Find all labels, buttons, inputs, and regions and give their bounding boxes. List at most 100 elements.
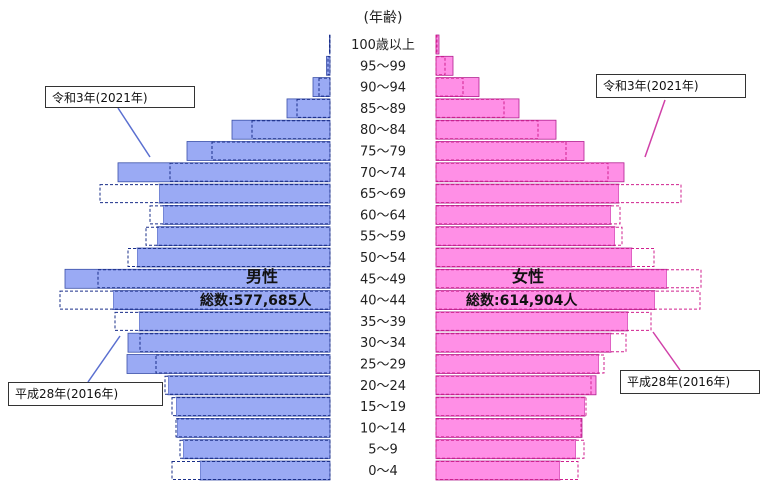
male-2021-bar bbox=[286, 98, 331, 119]
age-label: 55～59 bbox=[360, 230, 406, 245]
age-label: 90～94 bbox=[360, 81, 406, 96]
female-bars-2016 bbox=[435, 35, 702, 480]
age-labels: 100歳以上 95～99 90～94 85～89 80～84 75～79 70～74 65～6… bbox=[351, 38, 415, 479]
age-label: 25～29 bbox=[360, 358, 406, 373]
male-2021-bar bbox=[312, 77, 331, 97]
female-2016-bar bbox=[435, 77, 464, 97]
male-label: 男性 bbox=[246, 267, 278, 286]
male-2016-excess bbox=[150, 206, 163, 224]
female-2016-bar bbox=[435, 461, 579, 480]
male-2016-bar bbox=[127, 248, 331, 267]
male-2021-bar bbox=[175, 396, 331, 417]
female-total: 総数:614,904人 bbox=[466, 293, 578, 309]
female-2021-bar bbox=[435, 183, 620, 204]
callout-leader-2021-left bbox=[117, 107, 151, 158]
female-2021-bar bbox=[435, 226, 616, 247]
age-label: 80～84 bbox=[360, 123, 406, 138]
female-2021-bar bbox=[435, 268, 668, 289]
female-2016-bar bbox=[435, 226, 623, 246]
male-2021-bar bbox=[167, 375, 331, 396]
male-2021-bar bbox=[199, 460, 331, 481]
male-2016-excess bbox=[100, 185, 159, 203]
male-2021-bar bbox=[126, 354, 331, 374]
female-2016-excess bbox=[611, 206, 620, 224]
female-2016-bar bbox=[435, 205, 621, 225]
age-axis-label: (年齢) bbox=[364, 10, 403, 26]
female-2021-bar bbox=[435, 354, 600, 374]
age-label: 40～44 bbox=[360, 294, 406, 309]
female-2021-bar bbox=[435, 417, 583, 438]
male-2016-excess bbox=[165, 376, 168, 394]
female-2016-bar bbox=[435, 141, 567, 161]
female-2016-excess bbox=[628, 312, 651, 330]
female-2016-bar bbox=[435, 120, 539, 140]
female-2021-bar bbox=[435, 141, 585, 161]
age-label: 95～99 bbox=[360, 59, 406, 74]
female-2016-excess bbox=[632, 249, 654, 266]
male-2016-bar bbox=[211, 141, 331, 161]
female-2016-bar bbox=[435, 35, 438, 54]
male-2016-bar bbox=[99, 184, 331, 204]
female-2016-excess bbox=[615, 227, 622, 245]
callout-leader-2016-right bbox=[652, 331, 681, 371]
female-2016-excess bbox=[667, 270, 701, 288]
male-2016-bar bbox=[171, 397, 331, 417]
male-2016-excess bbox=[146, 227, 157, 245]
male-2016-bar bbox=[155, 354, 331, 374]
age-label: 75～79 bbox=[360, 145, 406, 160]
callout-2016-female: 平成28年(2016年) bbox=[620, 370, 760, 394]
female-2016-bar bbox=[435, 354, 605, 374]
male-2016-excess bbox=[172, 462, 200, 479]
female-2016-bar bbox=[435, 439, 585, 459]
male-2021-bar bbox=[162, 204, 331, 225]
age-label: 60～64 bbox=[360, 208, 406, 223]
male-2021-bar bbox=[231, 119, 331, 140]
age-label: 30～34 bbox=[360, 336, 406, 351]
callout-2021-male: 令和3年(2021年) bbox=[45, 86, 195, 108]
age-label: 5～9 bbox=[368, 443, 398, 458]
male-2016-bar bbox=[327, 56, 331, 76]
female-2016-excess bbox=[619, 185, 681, 203]
male-2016-bar bbox=[318, 77, 331, 97]
female-2016-excess bbox=[585, 398, 586, 416]
female-2016-bar bbox=[435, 397, 587, 417]
age-label: 20～24 bbox=[360, 379, 406, 394]
male-2021-bar bbox=[64, 268, 331, 289]
male-2021-bar bbox=[127, 332, 331, 353]
female-2021-bar bbox=[435, 375, 597, 396]
female-2016-bar bbox=[435, 418, 582, 438]
age-label: 65～69 bbox=[360, 187, 406, 202]
male-2021-bar bbox=[158, 183, 331, 204]
male-2016-bar bbox=[149, 205, 331, 225]
male-2016-bar bbox=[175, 418, 331, 438]
male-2016-excess bbox=[128, 249, 137, 266]
female-2016-bar bbox=[435, 290, 701, 310]
female-2016-bar bbox=[435, 184, 682, 204]
male-2021-bar bbox=[117, 162, 331, 183]
male-2016-excess bbox=[180, 440, 183, 458]
female-2021-bar bbox=[435, 396, 586, 417]
male-2016-bar bbox=[179, 439, 331, 459]
male-2016-bar bbox=[139, 333, 331, 353]
female-2016-bar bbox=[435, 375, 592, 395]
male-2016-excess bbox=[60, 291, 113, 309]
female-2016-bar bbox=[435, 56, 446, 76]
female-2021-bar bbox=[435, 98, 520, 119]
male-2016-excess bbox=[115, 312, 139, 330]
female-label: 女性 bbox=[512, 267, 544, 286]
male-bars bbox=[60, 34, 331, 481]
male-total: 総数:577,685人 bbox=[200, 293, 312, 309]
age-label: 70～74 bbox=[360, 166, 406, 181]
age-label: 45～49 bbox=[360, 272, 406, 287]
female-2016-excess bbox=[599, 355, 604, 373]
age-label: 85～89 bbox=[360, 102, 406, 117]
male-2016-bar bbox=[59, 290, 331, 310]
age-label: 10～14 bbox=[360, 421, 406, 436]
female-2021-bar bbox=[435, 204, 612, 225]
male-bars-2016 bbox=[59, 35, 331, 480]
callout-2016-male: 平成28年(2016年) bbox=[8, 382, 163, 406]
age-label: 15～19 bbox=[360, 400, 406, 415]
male-2021-bar bbox=[176, 417, 331, 438]
female-2016-bar bbox=[435, 248, 655, 267]
